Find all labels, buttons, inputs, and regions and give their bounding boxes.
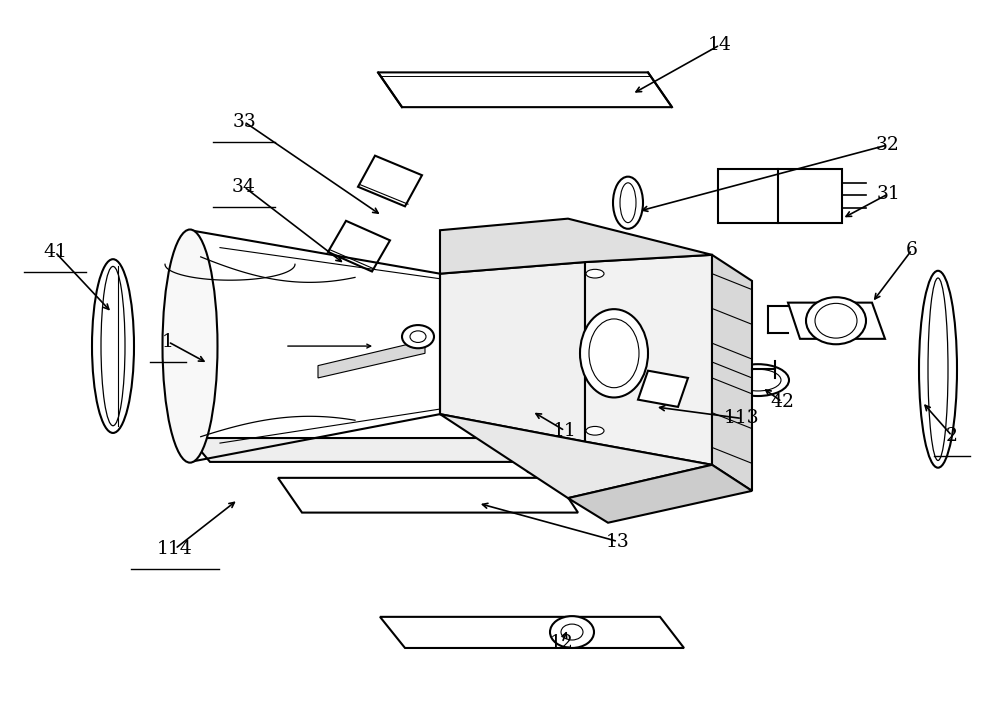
Text: 12: 12 bbox=[550, 634, 574, 652]
Ellipse shape bbox=[589, 319, 639, 388]
Polygon shape bbox=[440, 262, 585, 442]
Ellipse shape bbox=[806, 297, 866, 344]
Bar bbox=[718, 169, 842, 223]
Polygon shape bbox=[638, 371, 688, 407]
Polygon shape bbox=[440, 414, 712, 498]
Circle shape bbox=[561, 624, 583, 640]
Text: 41: 41 bbox=[43, 243, 67, 261]
Ellipse shape bbox=[101, 266, 125, 426]
Polygon shape bbox=[585, 255, 712, 465]
Text: 1: 1 bbox=[162, 333, 174, 350]
Polygon shape bbox=[328, 221, 390, 272]
Ellipse shape bbox=[620, 182, 636, 223]
Text: 2: 2 bbox=[946, 427, 958, 445]
Ellipse shape bbox=[586, 426, 604, 435]
Ellipse shape bbox=[613, 177, 643, 229]
Text: 32: 32 bbox=[876, 136, 900, 153]
Text: 14: 14 bbox=[708, 36, 732, 54]
Ellipse shape bbox=[586, 269, 604, 278]
Ellipse shape bbox=[928, 278, 948, 460]
Ellipse shape bbox=[162, 230, 218, 463]
Polygon shape bbox=[380, 617, 684, 648]
Polygon shape bbox=[378, 72, 672, 107]
Text: 6: 6 bbox=[906, 241, 918, 258]
Circle shape bbox=[550, 616, 594, 648]
Polygon shape bbox=[358, 156, 422, 206]
Text: 31: 31 bbox=[876, 185, 900, 203]
Polygon shape bbox=[712, 255, 752, 491]
Text: 33: 33 bbox=[232, 113, 256, 130]
Ellipse shape bbox=[735, 369, 781, 391]
Text: 113: 113 bbox=[724, 410, 760, 427]
Circle shape bbox=[410, 331, 426, 342]
Polygon shape bbox=[788, 303, 885, 339]
Ellipse shape bbox=[815, 303, 857, 338]
Ellipse shape bbox=[92, 259, 134, 433]
Ellipse shape bbox=[580, 309, 648, 397]
Text: 13: 13 bbox=[606, 533, 630, 550]
Polygon shape bbox=[508, 438, 645, 462]
Polygon shape bbox=[190, 438, 528, 462]
Text: 42: 42 bbox=[770, 393, 794, 411]
Polygon shape bbox=[568, 465, 752, 523]
Text: 34: 34 bbox=[232, 178, 256, 195]
Polygon shape bbox=[508, 450, 645, 484]
Circle shape bbox=[402, 325, 434, 348]
Text: 114: 114 bbox=[157, 540, 193, 557]
Polygon shape bbox=[278, 478, 578, 513]
Ellipse shape bbox=[919, 271, 957, 468]
Polygon shape bbox=[318, 340, 425, 378]
Polygon shape bbox=[440, 219, 712, 274]
Text: 11: 11 bbox=[553, 422, 577, 439]
Ellipse shape bbox=[727, 364, 789, 396]
